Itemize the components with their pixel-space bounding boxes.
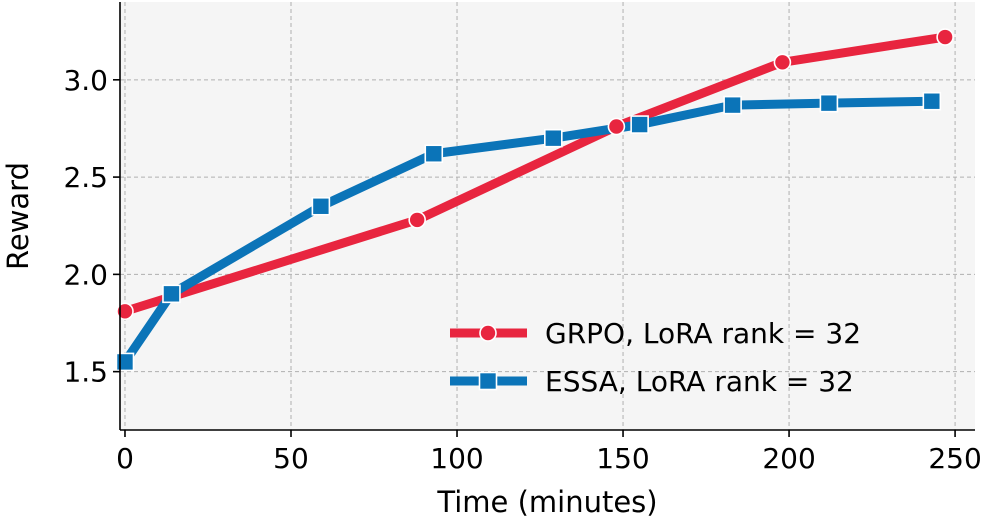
series-markers [115,28,954,372]
x-tick-label: 200 [762,442,815,475]
x-tick-label: 250 [928,442,981,475]
data-point [311,196,331,216]
y-axis-label: Reward [1,162,35,270]
legend-swatch-marker [478,371,498,391]
data-point [819,93,839,113]
axes-spines [119,2,975,431]
data-point [922,91,942,111]
data-point [424,144,444,164]
x-tick-label: 0 [116,442,134,475]
plot-background [120,2,975,430]
data-point [544,128,563,148]
legend-label: ESSA, LoRA rank = 32 [545,365,854,398]
x-axis-ticks: 0 50 100 150 200 250 [116,430,982,475]
y-axis-ticks: 1.5 2.0 2.5 3.0 [63,64,120,389]
y-tick-label: 1.5 [63,356,108,389]
legend-label: GRPO, LoRA rank = 32 [545,317,861,350]
legend-swatch-marker [479,324,497,342]
data-point [408,211,426,229]
data-point [630,115,649,134]
y-tick-label: 2.5 [63,161,108,194]
x-axis-label: Time (minutes) [436,485,657,519]
x-tick-label: 50 [273,442,309,475]
y-tick-label: 3.0 [63,64,108,97]
data-point [115,352,135,372]
data-point [162,284,181,304]
grid [120,2,975,430]
y-tick-label: 2.0 [63,258,108,291]
data-point [116,302,134,321]
data-point [936,28,954,46]
legend: GRPO, LoRA rank = 32 ESSA, LoRA rank = 32 [450,317,861,398]
data-point [723,95,742,115]
data-point [607,117,626,136]
x-tick-label: 100 [430,442,483,475]
x-tick-label: 150 [596,442,649,475]
data-point [773,53,792,72]
